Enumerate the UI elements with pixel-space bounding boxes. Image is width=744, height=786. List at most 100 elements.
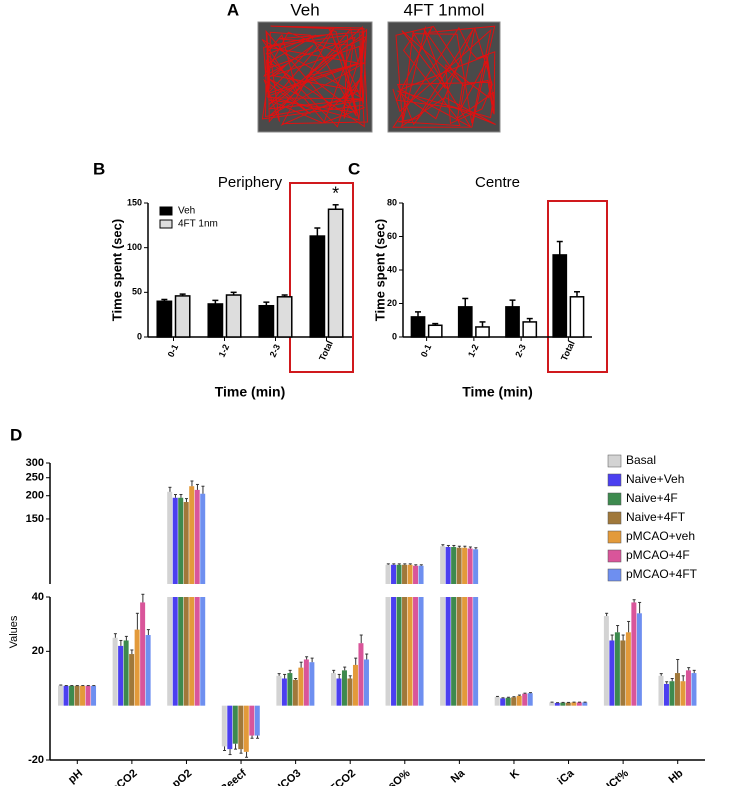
bar xyxy=(691,673,697,706)
legend-label: pMCAO+veh xyxy=(626,529,695,543)
bar xyxy=(167,491,173,584)
bar xyxy=(631,602,637,706)
x-tick-label: Na xyxy=(449,767,468,786)
bar xyxy=(172,597,178,706)
x-tick-label: Total xyxy=(317,339,335,362)
bar xyxy=(118,645,124,706)
bar xyxy=(189,597,195,706)
bar xyxy=(238,705,244,750)
bar xyxy=(549,702,555,706)
bar xyxy=(396,597,402,706)
y-tick-label: 100 xyxy=(127,242,142,252)
bar xyxy=(527,693,533,706)
bar xyxy=(227,705,233,750)
bar xyxy=(330,673,336,706)
bar xyxy=(494,696,500,706)
bar xyxy=(552,254,568,338)
chart-title: Centre xyxy=(475,174,520,191)
bar xyxy=(625,632,631,706)
y-tick-label: 150 xyxy=(127,197,142,207)
y-tick-label: 20 xyxy=(387,298,397,308)
bar xyxy=(440,597,446,706)
panel-letter: C xyxy=(348,159,360,178)
bar xyxy=(327,208,344,338)
bar xyxy=(516,695,522,706)
bar xyxy=(402,564,408,584)
bar xyxy=(309,235,326,338)
panel-letter: A xyxy=(227,0,239,19)
bar xyxy=(413,597,419,706)
bar xyxy=(194,489,200,584)
x-tick-label: 0-1 xyxy=(419,343,434,359)
x-tick-label: K xyxy=(508,767,522,781)
legend-swatch xyxy=(607,492,622,506)
bar xyxy=(292,679,298,706)
y-tick-label: 250 xyxy=(26,472,44,484)
bar xyxy=(391,597,397,706)
bar xyxy=(183,597,189,706)
legend-label: pMCAO+4FT xyxy=(626,567,698,581)
bar xyxy=(258,304,275,338)
bar xyxy=(298,667,304,706)
x-tick-label: pCO2 xyxy=(109,767,139,786)
bar xyxy=(407,564,413,584)
bar xyxy=(402,597,408,706)
x-axis-label: Time (min) xyxy=(462,384,533,400)
bar xyxy=(576,702,582,706)
bar xyxy=(112,637,118,706)
legend-label: 4FT 1nm xyxy=(178,219,218,230)
bar xyxy=(276,296,293,338)
bar xyxy=(440,546,446,584)
legend-swatch xyxy=(607,530,622,544)
bar xyxy=(58,685,64,706)
bar xyxy=(396,564,402,584)
bar xyxy=(462,597,468,706)
y-tick-label: 300 xyxy=(26,457,44,469)
bar xyxy=(123,640,129,706)
bar xyxy=(418,565,424,584)
bar xyxy=(475,326,490,338)
bar xyxy=(347,678,353,706)
legend-swatch xyxy=(159,219,173,229)
bar xyxy=(385,597,391,706)
bar xyxy=(63,685,69,706)
bar xyxy=(658,675,664,706)
bar xyxy=(178,497,184,584)
bar xyxy=(254,705,260,736)
image-label: Veh xyxy=(290,0,319,19)
bar xyxy=(69,685,75,706)
bar xyxy=(571,702,577,706)
bar xyxy=(194,597,200,706)
bar xyxy=(473,597,479,706)
chart-title: Periphery xyxy=(218,174,283,191)
legend-swatch xyxy=(607,568,622,582)
bar xyxy=(511,697,517,706)
x-tick-label: 1-2 xyxy=(217,343,232,359)
y-axis-label: Values xyxy=(8,615,20,648)
bar xyxy=(669,681,675,706)
bar xyxy=(221,705,227,747)
legend-label: Basal xyxy=(626,453,656,467)
bar xyxy=(363,659,369,706)
x-tick-label: HCt% xyxy=(601,767,631,786)
bar xyxy=(410,316,426,338)
x-tick-label: iCa xyxy=(556,767,578,786)
legend-swatch xyxy=(159,206,173,216)
highlight-box xyxy=(289,182,354,373)
bar xyxy=(287,673,293,706)
bar xyxy=(603,616,609,706)
bar xyxy=(445,597,451,706)
bar xyxy=(281,678,287,706)
bar xyxy=(249,705,255,736)
panel-letter: B xyxy=(93,159,105,178)
bar xyxy=(663,683,669,706)
bar xyxy=(200,493,206,584)
track xyxy=(261,25,369,128)
y-tick-label: 40 xyxy=(32,591,44,603)
bar xyxy=(413,565,419,584)
y-tick-label: 0 xyxy=(392,331,397,341)
highlight-box xyxy=(547,200,608,373)
bar xyxy=(145,635,151,706)
bar xyxy=(467,597,473,706)
